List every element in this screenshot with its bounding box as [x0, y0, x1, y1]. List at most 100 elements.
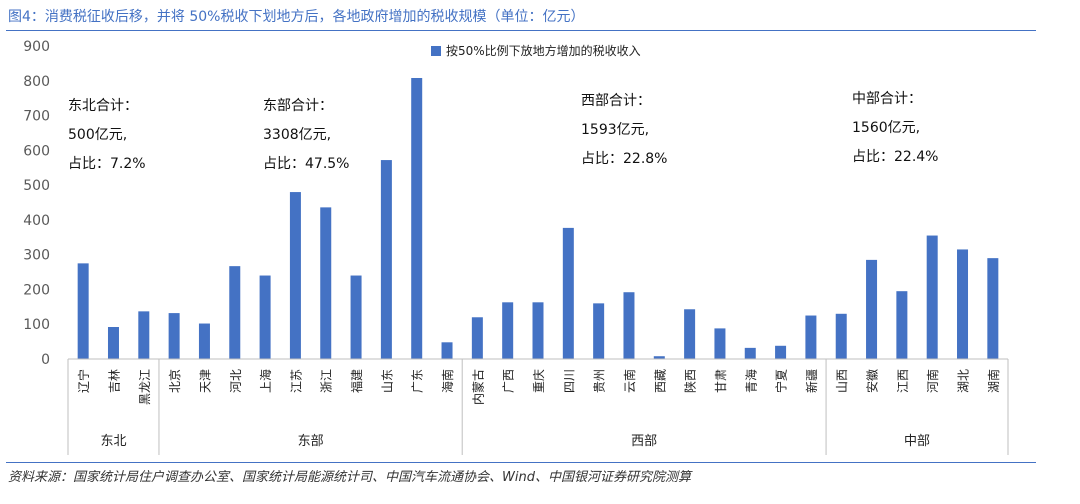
- bar: [350, 275, 362, 359]
- region-groups: 东北 东部 西部 中部: [67, 359, 1009, 455]
- source-note: 资料来源：国家统计局住户调查办公室、国家统计局能源统计司、中国汽车流通协会、Wi…: [8, 470, 691, 485]
- x-tick-label: 黑龙江: [138, 369, 152, 405]
- figure-title: 图4：消费税征收后移，并将 50%税收下划地方后，各地政府增加的税收规模（单位：…: [8, 9, 585, 25]
- x-tick-label: 重庆: [532, 369, 546, 393]
- bar: [441, 342, 453, 359]
- x-tick-label: 贵州: [593, 369, 607, 393]
- bar-series: [77, 77, 999, 360]
- legend-swatch: [431, 46, 441, 56]
- bar: [653, 356, 665, 359]
- x-tick-label: 四川: [562, 369, 576, 393]
- bar: [593, 303, 605, 359]
- region-total-annotation: 1593亿元,: [581, 122, 649, 138]
- region-total-annotation: 占比：22.8%: [581, 151, 667, 167]
- x-tick-label: 湖北: [956, 369, 971, 393]
- x-tick-label: 新疆: [804, 369, 819, 393]
- group-label: 中部: [904, 434, 930, 449]
- title-rule: [6, 30, 1036, 31]
- region-total-annotation: 占比：22.4%: [852, 149, 938, 165]
- x-tick-label: 陕西: [683, 369, 698, 393]
- bar: [926, 235, 938, 359]
- legend-label: 按50%比例下放地方增加的税收收入: [446, 43, 641, 58]
- x-tick-label: 吉林: [107, 369, 121, 393]
- x-tick-label: 广西: [502, 369, 516, 393]
- bar: [714, 328, 726, 359]
- x-tick-label: 上海: [258, 369, 273, 393]
- bar: [896, 291, 908, 359]
- y-axis: 0 100 200 300 400 500 600 700 800 900: [23, 39, 50, 368]
- bar: [866, 259, 878, 359]
- x-tick-label: 江苏: [289, 369, 303, 393]
- x-tick-label: 河北: [229, 369, 243, 393]
- bar-chart: 0 100 200 300 400 500 600 700 800 900 辽宁 吉林 黑龙江 北京 天津…: [23, 39, 1009, 455]
- bar: [198, 323, 210, 359]
- bar: [471, 317, 483, 359]
- group-label: 东部: [298, 434, 324, 449]
- y-tick-label: 900: [23, 39, 50, 55]
- x-tick-label: 甘肃: [714, 369, 728, 393]
- source-rule: [6, 462, 1036, 463]
- bar: [502, 302, 514, 359]
- x-tick-label: 天津: [198, 369, 212, 393]
- region-total-annotation: 占比：7.2%: [68, 156, 146, 172]
- region-total-annotation: 1560亿元,: [852, 120, 920, 136]
- bar: [289, 192, 301, 359]
- x-tick-label: 安徽: [865, 369, 880, 393]
- x-tick-label: 山西: [835, 369, 849, 393]
- bar: [684, 309, 696, 359]
- bar: [805, 315, 817, 359]
- region-total-annotation: 西部合计：: [581, 93, 651, 109]
- group-label: 东北: [100, 434, 126, 449]
- bar: [775, 345, 787, 359]
- x-tick-label: 云南: [622, 369, 637, 393]
- y-tick-label: 100: [23, 317, 50, 333]
- y-tick-label: 600: [23, 143, 50, 159]
- region-total-annotation: 500亿元,: [68, 127, 127, 143]
- region-annotations: 东北合计： 500亿元, 占比：7.2% 东部合计： 3308亿元, 占比：47.5% 西部…: [68, 91, 938, 172]
- bar: [562, 227, 574, 359]
- legend: 按50%比例下放地方增加的税收收入: [431, 43, 641, 58]
- bar: [532, 302, 544, 359]
- x-tick-label: 海南: [440, 369, 455, 393]
- y-tick-label: 700: [23, 109, 50, 125]
- y-tick-label: 800: [23, 74, 50, 90]
- x-tick-label: 湖南: [986, 369, 1001, 393]
- bar: [380, 160, 392, 359]
- y-tick-label: 0: [41, 352, 50, 368]
- bar: [259, 275, 271, 359]
- y-tick-label: 200: [23, 282, 50, 298]
- bar: [744, 347, 756, 359]
- bar: [168, 313, 180, 359]
- bar: [987, 258, 999, 359]
- x-tick-label: 内蒙古: [470, 369, 485, 405]
- y-tick-label: 500: [23, 178, 50, 194]
- x-tick-label: 广东: [411, 369, 425, 393]
- y-tick-label: 400: [23, 213, 50, 229]
- x-axis: 辽宁 吉林 黑龙江 北京 天津 河北 上海 江苏 浙江 福建 山东 广东 海南 内蒙古 广西 重庆 四川 贵州 云南…: [68, 358, 1008, 405]
- x-tick-label: 青海: [743, 369, 758, 393]
- x-tick-label: 河南: [925, 369, 940, 393]
- group-label: 西部: [631, 434, 657, 449]
- x-tick-label: 西藏: [653, 369, 667, 393]
- x-tick-label: 山东: [380, 369, 394, 393]
- bar: [411, 77, 423, 360]
- bar: [320, 207, 332, 359]
- bar: [138, 311, 150, 359]
- region-total-annotation: 3308亿元,: [263, 127, 331, 143]
- x-tick-label: 北京: [168, 369, 182, 393]
- x-tick-label: 浙江: [320, 369, 334, 393]
- region-total-annotation: 占比：47.5%: [263, 156, 349, 172]
- region-total-annotation: 中部合计：: [852, 91, 922, 107]
- bar: [623, 292, 635, 359]
- x-tick-label: 辽宁: [76, 369, 91, 393]
- y-tick-label: 300: [23, 248, 50, 264]
- bar: [107, 327, 119, 359]
- bar: [957, 249, 969, 359]
- bar: [835, 313, 847, 359]
- region-total-annotation: 东北合计：: [68, 98, 138, 114]
- bar: [77, 263, 89, 359]
- x-tick-label: 福建: [349, 369, 364, 393]
- x-tick-label: 宁夏: [774, 369, 789, 393]
- bar: [229, 266, 241, 359]
- region-total-annotation: 东部合计：: [263, 98, 333, 114]
